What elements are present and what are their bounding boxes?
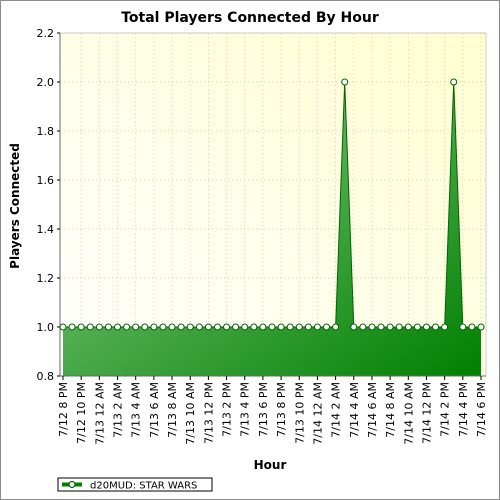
data-point: [114, 323, 122, 331]
data-point: [95, 323, 103, 331]
data-point: [241, 323, 249, 331]
data-point: [104, 323, 112, 331]
x-tick-label: 7/13 12 PM: [202, 382, 215, 444]
data-point: [159, 323, 167, 331]
data-point: [404, 323, 412, 331]
x-tick-label: 7/14 2 PM: [439, 382, 452, 437]
data-point: [350, 323, 358, 331]
legend: d20MUD: STAR WARS: [57, 477, 213, 492]
data-point: [468, 323, 476, 331]
data-point: [450, 78, 458, 86]
x-tick-label: 7/14 6 PM: [475, 382, 488, 437]
data-point: [268, 323, 276, 331]
data-point: [123, 323, 131, 331]
data-point: [377, 323, 385, 331]
tick-labels: 0.8 1.0 1.2 1.4 1.6 1.8 2.0 2.2 7/12 8 PM 7/12 10…: [37, 27, 489, 445]
x-tick-label: 7/14 2 AM: [330, 382, 343, 438]
x-tick-label: 7/13 4 AM: [130, 382, 143, 438]
series-markers: [59, 78, 485, 331]
data-point: [386, 323, 394, 331]
legend-swatch-marker: [68, 480, 76, 489]
x-tick-label: 7/14 4 AM: [348, 382, 361, 438]
x-tick-label: 7/13 4 PM: [239, 382, 252, 437]
data-point: [304, 323, 312, 331]
x-tick-label: 7/14 4 PM: [457, 382, 470, 437]
plot-area: [60, 33, 486, 376]
x-tick-label: 7/14 10 AM: [402, 382, 415, 445]
data-point: [359, 323, 367, 331]
data-point: [295, 323, 303, 331]
x-tick-label: 7/13 2 AM: [112, 382, 125, 438]
x-axis-title: Hour: [254, 458, 287, 472]
x-tick-label: 7/13 2 PM: [221, 382, 234, 437]
data-point: [141, 323, 149, 331]
x-tick-label: 7/14 12 AM: [311, 382, 324, 445]
x-tick-label: 7/13 10 PM: [293, 382, 306, 444]
y-tick-label: 1.2: [37, 272, 55, 285]
legend-box: [57, 477, 213, 492]
x-tick-label: 7/14 8 AM: [384, 382, 397, 438]
data-point: [259, 323, 267, 331]
data-point: [68, 323, 76, 331]
data-point: [204, 323, 212, 331]
data-point: [177, 323, 185, 331]
data-point: [477, 323, 485, 331]
data-point: [59, 323, 67, 331]
x-tick-label: 7/13 6 PM: [257, 382, 270, 437]
y-tick-label: 0.8: [37, 370, 55, 383]
data-point: [132, 323, 140, 331]
data-point: [77, 323, 85, 331]
data-point: [286, 323, 294, 331]
data-point: [341, 78, 349, 86]
data-point: [195, 323, 203, 331]
data-point: [441, 323, 449, 331]
data-point: [250, 323, 258, 331]
data-point: [459, 323, 467, 331]
plot-border: [59, 32, 487, 377]
y-tick-label: 1.6: [37, 174, 55, 187]
legend-label: d20MUD: STAR WARS: [90, 481, 197, 492]
data-point: [186, 323, 194, 331]
y-tick-label: 2.2: [37, 27, 55, 40]
data-point: [232, 323, 240, 331]
x-tick-label: 7/13 8 AM: [166, 382, 179, 438]
x-tick-label: 7/12 10 PM: [75, 382, 88, 444]
x-tick-label: 7/13 8 PM: [275, 382, 288, 437]
data-point: [86, 323, 94, 331]
x-tick-label: 7/14 12 PM: [420, 382, 433, 444]
chart-title: Total Players Connected By Hour: [121, 10, 379, 26]
data-point: [368, 323, 376, 331]
x-tick-label: 7/12 8 PM: [57, 382, 70, 437]
data-point: [395, 323, 403, 331]
data-point: [213, 323, 221, 331]
y-tick-label: 2.0: [37, 76, 55, 89]
data-point: [323, 323, 331, 331]
data-point: [422, 323, 430, 331]
x-tick-label: 7/13 6 AM: [148, 382, 161, 438]
data-point: [223, 323, 231, 331]
data-point: [413, 323, 421, 331]
y-axis-title: Players Connected: [8, 143, 22, 269]
x-tick-label: 7/14 6 AM: [366, 382, 379, 438]
data-point: [277, 323, 285, 331]
y-tick-label: 1.0: [37, 321, 55, 334]
axes: [59, 32, 487, 377]
data-point: [150, 323, 158, 331]
data-point: [332, 323, 340, 331]
area-fill: [63, 82, 481, 376]
data-point: [168, 323, 176, 331]
y-tick-label: 1.4: [37, 223, 55, 236]
y-tick-label: 1.8: [37, 125, 55, 138]
data-point: [432, 323, 440, 331]
x-tick-label: 7/13 12 AM: [93, 382, 106, 445]
x-tick-label: 7/13 10 AM: [184, 382, 197, 445]
data-point: [313, 323, 321, 331]
